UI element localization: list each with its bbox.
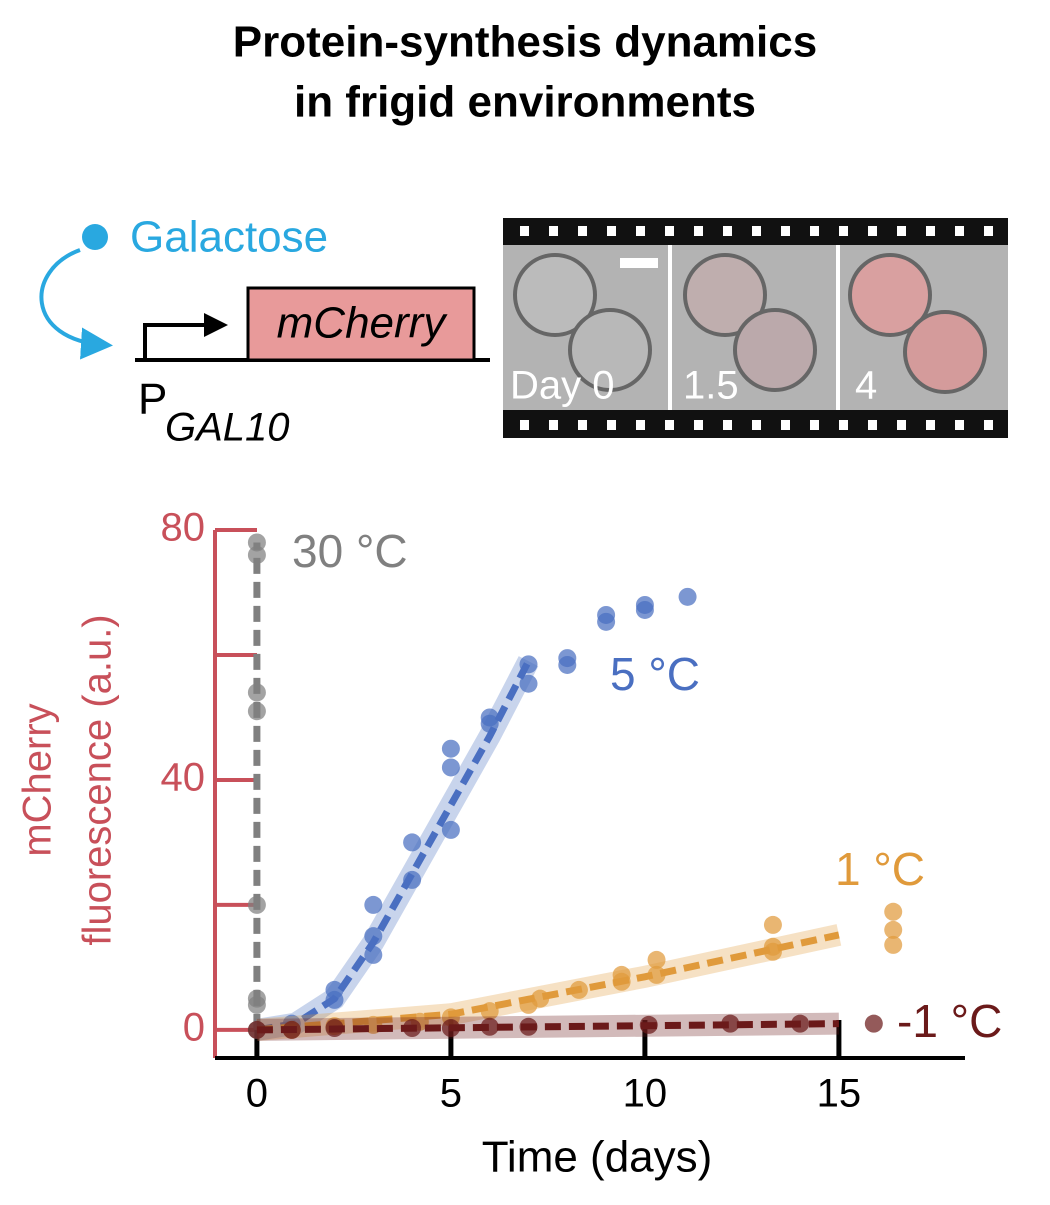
x-tick-label: 15 bbox=[817, 1072, 862, 1116]
data-point bbox=[441, 758, 460, 777]
sprocket-hole bbox=[636, 226, 645, 236]
sprocket-hole bbox=[578, 226, 587, 236]
data-point bbox=[763, 915, 782, 934]
data-point bbox=[247, 545, 266, 564]
sprocket-hole bbox=[520, 226, 529, 236]
y-axis-label: fluorescence (a.u.) bbox=[76, 614, 120, 945]
sprocket-hole bbox=[549, 420, 558, 430]
sprocket-hole bbox=[636, 420, 645, 430]
data-point bbox=[597, 612, 616, 631]
series-label: 30 °C bbox=[292, 525, 408, 577]
x-tick-label: 0 bbox=[246, 1072, 268, 1116]
data-point bbox=[678, 587, 697, 606]
sprocket-hole bbox=[520, 420, 529, 430]
x-tick-label: 10 bbox=[623, 1072, 668, 1116]
cell bbox=[513, 253, 597, 337]
gene-box bbox=[246, 286, 476, 362]
y-tick-label: 80 bbox=[161, 506, 206, 550]
data-point bbox=[864, 1014, 883, 1033]
y-tick-label: 0 bbox=[183, 1005, 205, 1049]
sprocket-hole bbox=[665, 226, 674, 236]
frame-label: 1.5 bbox=[683, 364, 739, 408]
sprocket-hole bbox=[665, 420, 674, 430]
x-axis-label: Time (days) bbox=[482, 1133, 713, 1182]
title-line: in frigid environments bbox=[294, 78, 756, 127]
frame-label: 4 bbox=[855, 364, 877, 408]
sprocket-hole bbox=[955, 226, 964, 236]
cell bbox=[733, 308, 817, 392]
y-axis-label: mCherry bbox=[16, 703, 60, 856]
sprocket-hole bbox=[694, 420, 703, 430]
sprocket-hole bbox=[607, 226, 616, 236]
cell bbox=[568, 308, 652, 392]
frame-label: Day 0 bbox=[510, 364, 615, 408]
promoter-subscript: GAL10 bbox=[165, 406, 290, 450]
series-label: 5 °C bbox=[610, 648, 700, 700]
sprocket-hole bbox=[868, 420, 877, 430]
data-point bbox=[558, 655, 577, 674]
series-label: 1 °C bbox=[835, 843, 925, 895]
sprocket-hole bbox=[781, 420, 790, 430]
sprocket-hole bbox=[955, 420, 964, 430]
cell bbox=[683, 253, 767, 337]
cell bbox=[903, 310, 987, 394]
gene-diagram: Galactose mCherry P GAL10 bbox=[39, 213, 490, 450]
fit-line bbox=[256, 931, 840, 1034]
sprocket-hole bbox=[897, 226, 906, 236]
data-point bbox=[884, 920, 903, 939]
sprocket-hole bbox=[578, 420, 587, 430]
series-label: -1 °C bbox=[897, 995, 1002, 1047]
sprocket-hole bbox=[607, 420, 616, 430]
sprocket-hole bbox=[839, 226, 848, 236]
sprocket-hole bbox=[897, 420, 906, 430]
film-strip: Day 0 1.5 4 bbox=[503, 218, 1008, 438]
sprocket-hole bbox=[549, 226, 558, 236]
cell bbox=[848, 253, 932, 337]
y-tick-label: 40 bbox=[161, 756, 206, 800]
sprocket-hole bbox=[984, 420, 993, 430]
promoter-label: P bbox=[138, 375, 167, 424]
data-point bbox=[519, 674, 538, 693]
data-point bbox=[884, 935, 903, 954]
data-point bbox=[635, 600, 654, 619]
sprocket-hole bbox=[810, 420, 819, 430]
induction-arrow bbox=[39, 248, 113, 360]
scale-bar bbox=[620, 258, 658, 268]
sprocket-hole bbox=[723, 226, 732, 236]
fit-line bbox=[256, 659, 532, 1034]
sprocket-hole bbox=[752, 226, 761, 236]
sprocket-hole bbox=[694, 226, 703, 236]
x-tick-label: 5 bbox=[440, 1072, 462, 1116]
inducer-label: Galactose bbox=[130, 213, 328, 262]
data-point bbox=[480, 1017, 499, 1036]
data-point bbox=[364, 895, 383, 914]
sprocket-hole bbox=[839, 420, 848, 430]
sprocket-hole bbox=[926, 420, 935, 430]
sprocket-hole bbox=[752, 420, 761, 430]
data-point bbox=[441, 820, 460, 839]
title-line: Protein-synthesis dynamics bbox=[233, 18, 817, 67]
promoter-arrow bbox=[143, 313, 228, 360]
galactose-dot bbox=[82, 224, 108, 250]
data-point bbox=[403, 833, 422, 852]
sprocket-hole bbox=[781, 226, 790, 236]
sprocket-hole bbox=[810, 226, 819, 236]
data-point bbox=[647, 950, 666, 969]
fit-band bbox=[255, 656, 539, 1041]
sprocket-hole bbox=[868, 226, 877, 236]
data-point bbox=[884, 902, 903, 921]
fit-line bbox=[256, 1020, 839, 1034]
gene-label: mCherry bbox=[277, 299, 449, 348]
sprocket-hole bbox=[984, 226, 993, 236]
sprocket-hole bbox=[723, 420, 732, 430]
data-point bbox=[441, 739, 460, 758]
sprocket-hole bbox=[926, 226, 935, 236]
